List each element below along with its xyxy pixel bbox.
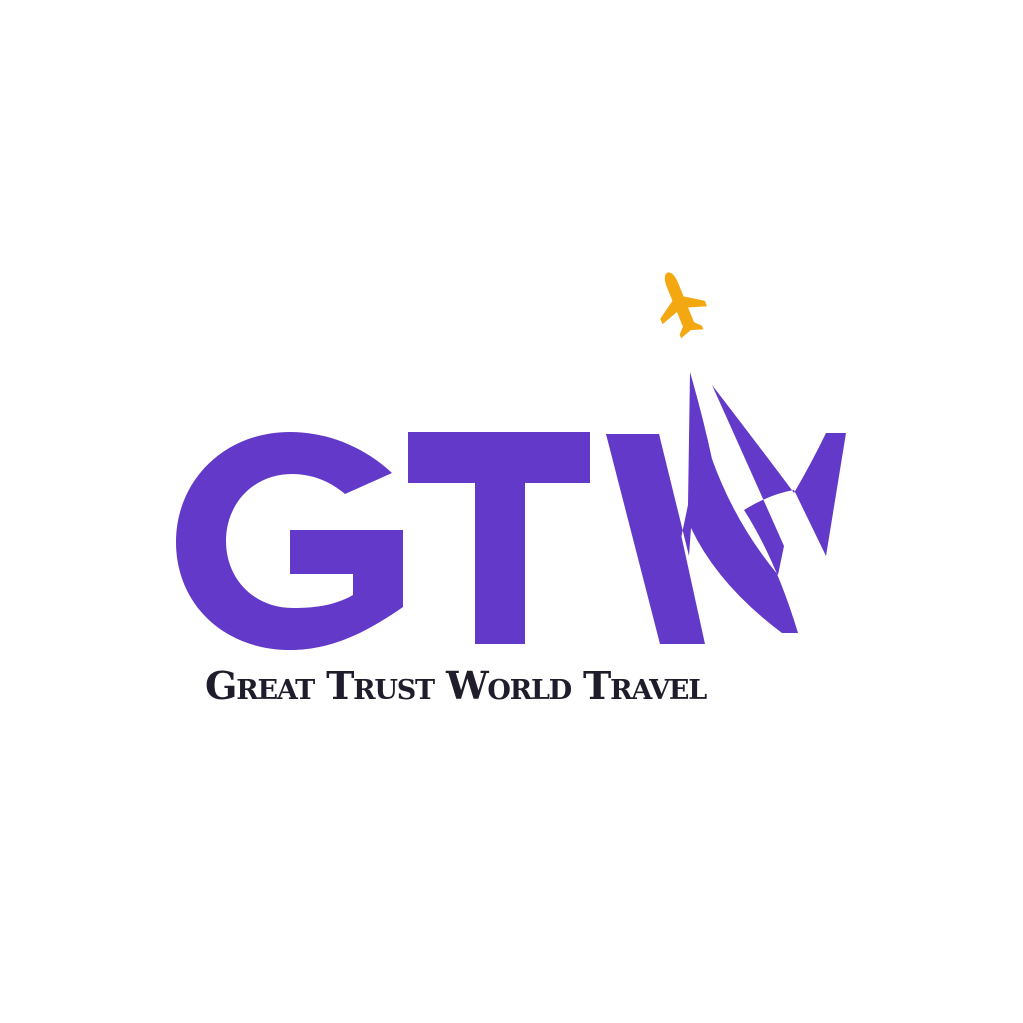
airplane-icon	[660, 272, 707, 339]
w-stroke	[606, 434, 705, 644]
letter-g	[176, 432, 403, 650]
letter-t	[408, 432, 590, 644]
tagline: Great Trust World Travel	[205, 663, 707, 708]
